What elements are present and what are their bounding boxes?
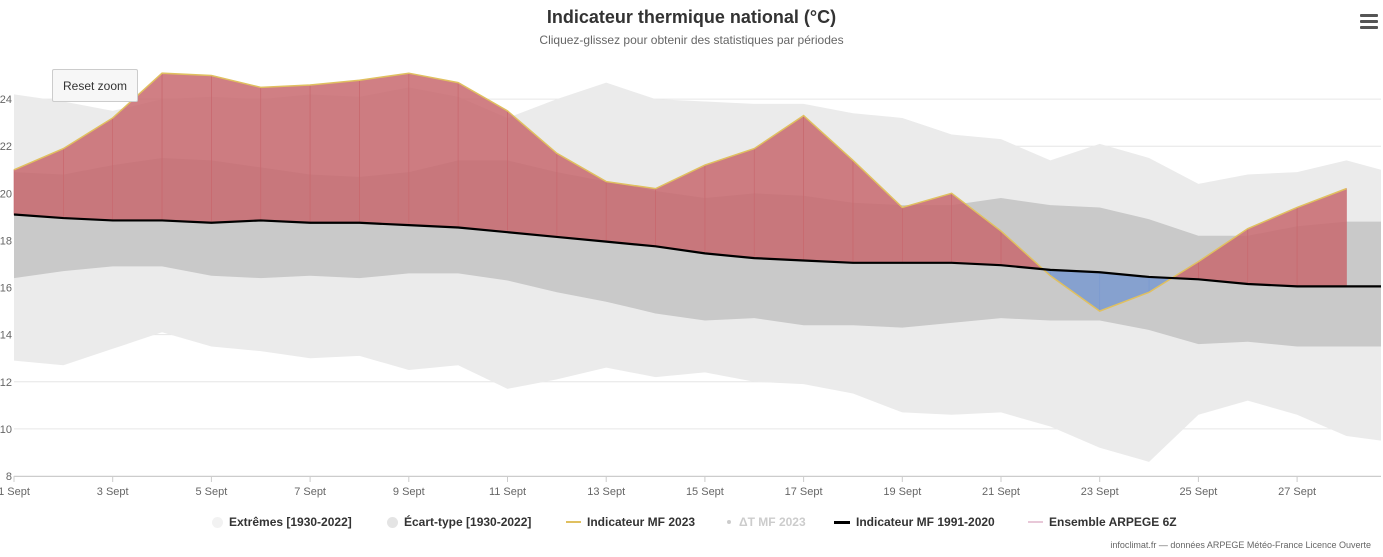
x-tick-label: 17 Sept [785, 486, 823, 498]
y-tick-label: 10 [0, 424, 12, 436]
legend-label: ΔT MF 2023 [739, 515, 806, 529]
warm-anomaly-area [408, 72, 459, 228]
y-tick-label: 18 [0, 235, 12, 247]
y-tick-label: 12 [0, 377, 12, 389]
warm-anomaly-area [704, 148, 755, 259]
y-tick-label: 14 [0, 330, 12, 342]
legend-item-stddev[interactable]: Écart-type [1930-2022] [387, 515, 531, 529]
legend-label: Ensemble ARPEGE 6Z [1049, 515, 1177, 529]
x-tick-label: 19 Sept [883, 486, 921, 498]
legend-line-icon [1028, 521, 1043, 523]
legend-item-delta-t[interactable]: ΔT MF 2023 [727, 515, 806, 529]
y-tick-label: 8 [6, 471, 12, 483]
x-tick-label: 13 Sept [587, 486, 625, 498]
anomaly-fill-group [13, 72, 1347, 312]
legend-label: Extrêmes [1930-2022] [229, 515, 352, 529]
legend-circle-icon [387, 516, 398, 528]
legend-label: Indicateur MF 1991-2020 [856, 515, 995, 529]
chart-legend: Extrêmes [1930-2022] Écart-type [1930-20… [0, 515, 1383, 533]
indicator-2023-line [13, 72, 1347, 312]
x-tick-label: 11 Sept [489, 486, 526, 498]
legend-item-arpege[interactable]: Ensemble ARPEGE 6Z [1028, 515, 1177, 529]
y-tick-label: 20 [0, 188, 12, 200]
chart-title: Indicateur thermique national (°C) [546, 7, 837, 27]
normal-1991-2020-line [13, 213, 1381, 288]
x-tick-label: 7 Sept [294, 486, 326, 498]
legend-circle-icon [212, 516, 223, 528]
y-tick-label: 24 [0, 94, 12, 106]
x-tick-label: 27 Sept [1278, 486, 1316, 498]
warm-anomaly-area [457, 82, 508, 233]
x-tick-label: 5 Sept [195, 486, 227, 498]
x-tick-label: 15 Sept [686, 486, 724, 498]
legend-item-extremes[interactable]: Extrêmes [1930-2022] [212, 515, 352, 529]
warm-anomaly-area [260, 84, 311, 224]
x-tick-label: 3 Sept [97, 486, 129, 498]
legend-line-icon [834, 520, 850, 524]
legend-dot-icon [727, 520, 731, 524]
chart-credits[interactable]: infoclimat.fr — données ARPEGE Météo-Fra… [1110, 540, 1371, 550]
x-tick-label: 9 Sept [393, 486, 425, 498]
legend-label: Indicateur MF 2023 [587, 515, 696, 529]
legend-label: Écart-type [1930-2022] [404, 515, 532, 529]
warm-anomaly-area [211, 75, 262, 224]
legend-item-normal-1991-2020[interactable]: Indicateur MF 1991-2020 [834, 515, 995, 529]
legend-item-indicator-2023[interactable]: Indicateur MF 2023 [566, 515, 695, 529]
x-tick-label: 23 Sept [1081, 486, 1119, 498]
warm-anomaly-area [359, 72, 410, 226]
hamburger-menu-icon[interactable] [1360, 14, 1378, 30]
legend-line-icon [566, 521, 581, 523]
y-tick-label: 22 [0, 141, 12, 153]
warm-anomaly-area [161, 72, 212, 224]
x-tick-label: 25 Sept [1179, 486, 1217, 498]
warm-anomaly-area [605, 181, 656, 247]
reset-zoom-button[interactable]: Reset zoom [52, 69, 138, 102]
x-tick-label: 1 Sept [0, 486, 30, 498]
x-tick-label: 21 Sept [982, 486, 1020, 498]
y-tick-label: 16 [0, 283, 12, 295]
chart-subtitle: Cliquez-glissez pour obtenir des statist… [539, 33, 844, 47]
warm-anomaly-area [309, 79, 360, 224]
